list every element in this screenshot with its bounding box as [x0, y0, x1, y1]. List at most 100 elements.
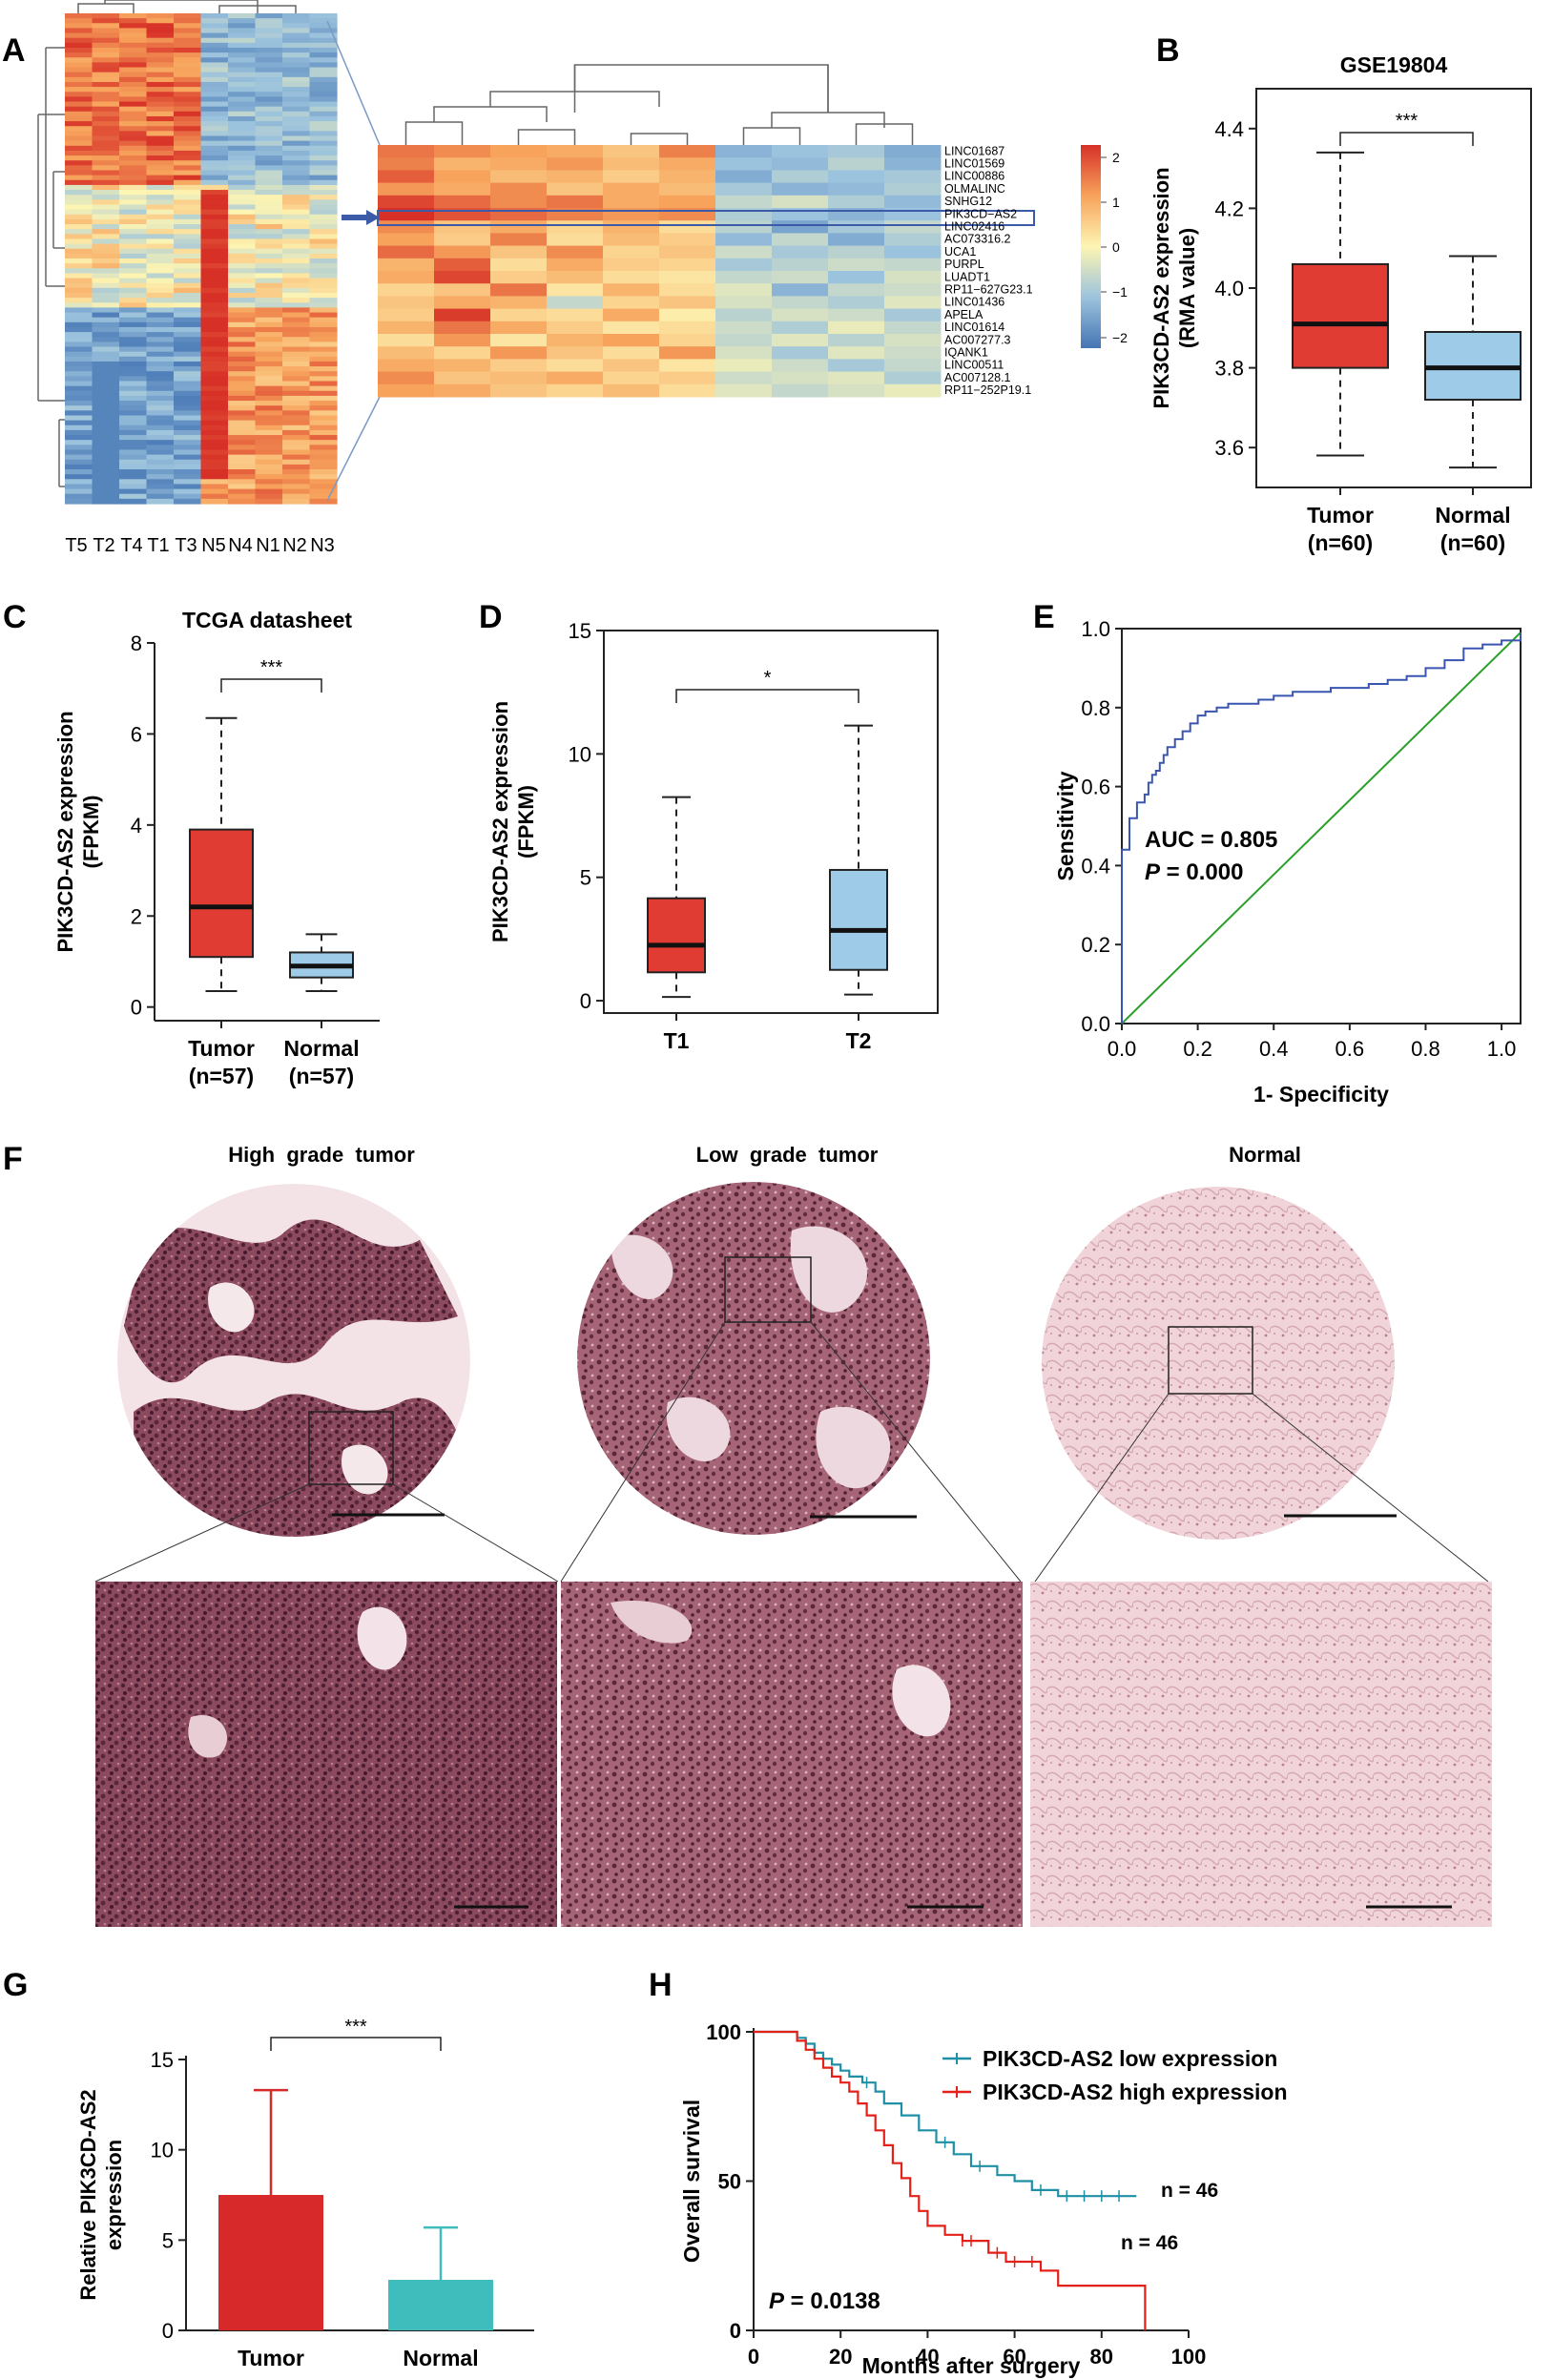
- heatmap-cell: [92, 170, 120, 176]
- heatmap-cell: [715, 157, 773, 171]
- heatmap-cell: [146, 243, 175, 250]
- heatmap-cell: [200, 454, 229, 461]
- heatmap-cell: [715, 308, 773, 322]
- heatmap-cell: [146, 449, 175, 456]
- heatmap-cell: [772, 359, 829, 373]
- heatmap-cell: [228, 47, 257, 53]
- heatmap-cell: [378, 383, 435, 398]
- heatmap-cell: [255, 248, 283, 255]
- heatmap-cell: [92, 135, 120, 142]
- heatmap-cell: [603, 346, 660, 360]
- gene-label: LUADT1: [944, 270, 990, 283]
- heatmap-cell: [255, 498, 283, 505]
- heatmap-cell: [828, 383, 885, 398]
- heatmap-cell: [65, 268, 93, 275]
- heatmap-cell: [434, 195, 491, 209]
- large-heatmap: [378, 145, 942, 398]
- heatmap-cell: [309, 234, 338, 240]
- heatmap-cell: [65, 332, 93, 338]
- heatmap-cell: [228, 184, 257, 191]
- heatmap-cell: [255, 72, 283, 78]
- heatmap-cell: [65, 401, 93, 406]
- heatmap-cell: [200, 145, 229, 152]
- heatmap-cell: [119, 184, 148, 191]
- heatmap-cell: [228, 268, 257, 275]
- heatmap-cell: [65, 405, 93, 411]
- heatmap-cell: [603, 308, 660, 322]
- heatmap-cell: [255, 469, 283, 475]
- heatmap-cell: [309, 474, 338, 480]
- heatmap-cell: [603, 170, 660, 184]
- heatmap-cell: [200, 278, 229, 284]
- heatmap-cell: [772, 371, 829, 385]
- heatmap-cell: [490, 359, 548, 373]
- heatmap-cell: [378, 283, 435, 297]
- heatmap-cell: [255, 126, 283, 132]
- heatmap-cell: [490, 283, 548, 297]
- y-axis-label: PIK3CD-AS2 expression: [53, 711, 77, 952]
- heatmap-cell: [228, 214, 257, 220]
- heatmap-cell: [174, 175, 202, 181]
- heatmap-cell: [119, 190, 148, 196]
- heatmap-cell: [65, 469, 93, 475]
- heatmap-cell: [309, 67, 338, 73]
- heatmap-cell: [200, 72, 229, 78]
- heatmap-cell: [174, 405, 202, 411]
- heatmap-cell: [146, 32, 175, 39]
- heatmap-cell: [146, 62, 175, 69]
- heatmap-cell: [434, 296, 491, 310]
- heatmap-cell: [92, 42, 120, 49]
- heatmap-cell: [200, 155, 229, 161]
- heatmap-cell: [255, 449, 283, 456]
- sample-label: N1: [256, 535, 280, 556]
- heatmap-cell: [174, 67, 202, 73]
- heatmap-cell: [255, 420, 283, 426]
- heatmap-cell: [92, 493, 120, 500]
- heatmap-cell: [547, 182, 604, 197]
- heatmap-cell: [119, 321, 148, 328]
- heatmap-cell: [174, 76, 202, 83]
- heatmap-cell: [174, 18, 202, 24]
- heatmap-cell: [378, 359, 435, 373]
- heatmap-cell: [309, 28, 338, 34]
- heatmap-cell: [282, 165, 311, 172]
- heatmap-cell: [119, 87, 148, 93]
- heatmap-cell: [282, 312, 311, 319]
- heatmap-cell: [282, 234, 311, 240]
- heatmap-cell: [119, 424, 148, 431]
- heatmap-cell: [309, 115, 338, 122]
- heatmap-cell: [200, 395, 229, 402]
- heatmap-cell: [146, 287, 175, 294]
- heatmap-cell: [884, 346, 942, 360]
- panel-g: G 0 5 10 15 Tumor Normal Relative PIK3CD-AS2 ex…: [3, 1967, 534, 2370]
- heatmap-cell: [146, 224, 175, 230]
- tissue-core-normal: [1040, 1183, 1398, 1540]
- y-axis-label-units: (FPKM): [514, 785, 538, 859]
- colorbar-tick-label: 0: [1112, 239, 1120, 255]
- heatmap-cell: [255, 28, 283, 34]
- heatmap-cell: [174, 72, 202, 78]
- heatmap-cell: [65, 199, 93, 206]
- heatmap-cell: [255, 67, 283, 73]
- heatmap-cell: [174, 155, 202, 161]
- roc-curve-e: 0.0 0.2 0.4 0.6 0.8 1.0 0.0 0.2 0.4 0.6 0.8 1.0 1- S…: [1053, 617, 1522, 1107]
- heatmap-cell: [146, 13, 175, 19]
- heatmap-cell: [255, 165, 283, 172]
- heatmap-cell: [228, 312, 257, 319]
- heatmap-cell: [92, 52, 120, 58]
- heatmap-cell: [255, 13, 283, 19]
- heatmap-cell: [378, 334, 435, 347]
- heatmap-cell: [200, 263, 229, 269]
- heatmap-cell: [65, 145, 93, 152]
- gene-labels: LINC01687LINC01569LINC00886OLMALINCSNHG1…: [944, 144, 1033, 397]
- heatmap-cell: [282, 224, 311, 230]
- heatmap-cell: [309, 337, 338, 342]
- x-tick-label: Normal: [283, 1036, 359, 1061]
- heatmap-cell: [119, 341, 148, 348]
- heatmap-cell: [146, 401, 175, 406]
- heatmap-cell: [255, 209, 283, 216]
- heatmap-cell: [282, 498, 311, 505]
- heatmap-cell: [255, 32, 283, 39]
- survival-curve-high: [754, 2030, 1147, 2330]
- heatmap-cell: [200, 224, 229, 230]
